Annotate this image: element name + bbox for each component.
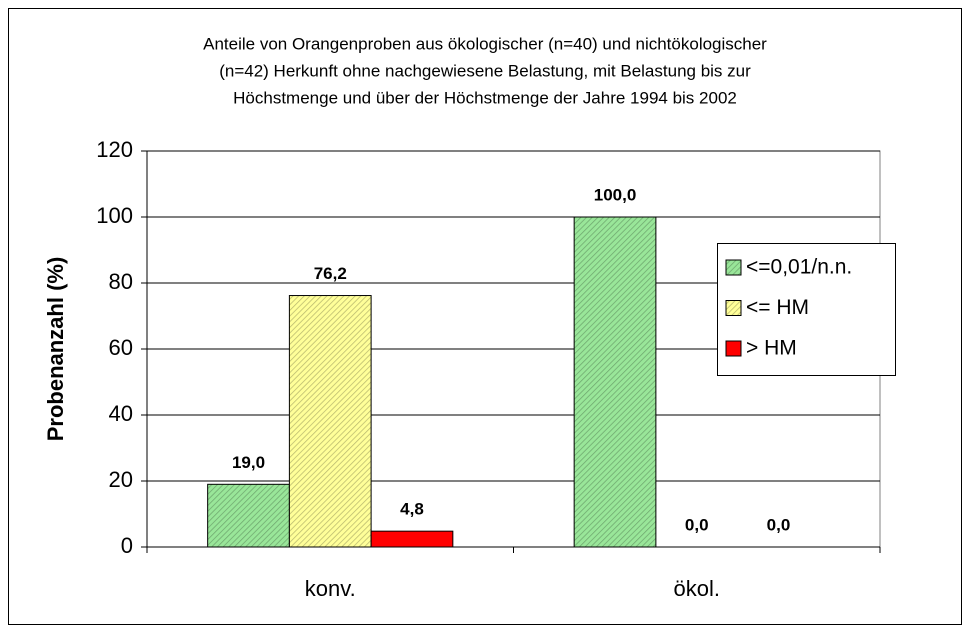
x-tick-label: ökol.: [674, 576, 720, 601]
legend-label: <=0,01/n.n.: [746, 256, 852, 279]
x-tick-label: konv.: [305, 576, 356, 601]
bar: [207, 483, 290, 548]
chart-title: Höchstmenge und über der Höchstmenge der…: [233, 88, 737, 107]
data-label: 76,2: [314, 264, 347, 283]
data-label: 19,0: [232, 453, 265, 472]
legend-label: <= HM: [746, 296, 809, 319]
y-tick-label: 40: [109, 401, 133, 426]
legend-label: > HM: [746, 337, 797, 360]
chart-title: Anteile von Orangenproben aus ökologisch…: [203, 34, 767, 53]
y-tick-label: 120: [96, 137, 133, 162]
data-label: 100,0: [594, 185, 637, 204]
bar: [573, 216, 657, 548]
y-tick-label: 20: [109, 467, 133, 492]
legend-box: [717, 243, 896, 376]
legend-swatch: [725, 259, 742, 276]
y-tick-label: 0: [121, 533, 133, 558]
bar: [288, 295, 372, 548]
y-tick-label: 60: [109, 335, 133, 360]
legend-swatch: [725, 340, 742, 357]
data-label: 0,0: [685, 515, 709, 534]
data-label: 4,8: [400, 500, 424, 519]
y-tick-label: 80: [109, 269, 133, 294]
chart-title: (n=42) Herkunft ohne nachgewiesene Belas…: [219, 61, 751, 80]
data-label: 0,0: [767, 515, 791, 534]
y-tick-label: 100: [96, 203, 133, 228]
legend-swatch: [725, 300, 742, 316]
bar: [370, 530, 454, 548]
y-axis-label: Probenanzahl (%): [43, 257, 68, 442]
